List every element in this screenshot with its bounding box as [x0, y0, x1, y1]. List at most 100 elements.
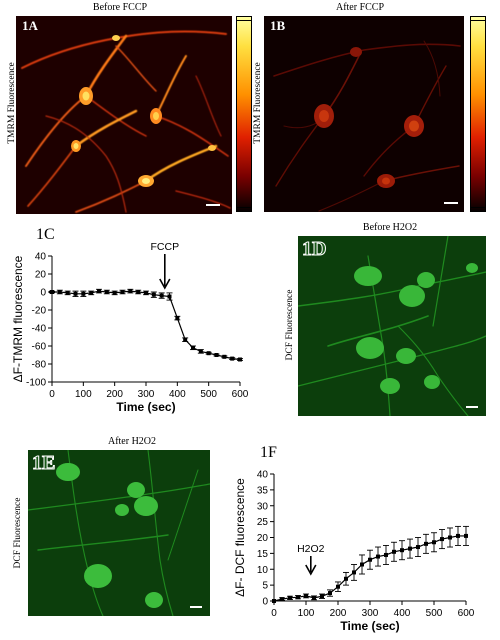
series-line: [52, 290, 241, 361]
annotation-arrow-head: [305, 564, 317, 576]
data-point: [336, 584, 340, 589]
data-point: [280, 597, 284, 602]
chart-1f-title: 1F: [260, 444, 277, 461]
data-point: [97, 289, 101, 294]
data-point: [344, 576, 348, 581]
data-point: [57, 290, 62, 294]
data-point: [456, 533, 460, 538]
panel-1d-scalebar: [466, 406, 478, 408]
data-point: [120, 290, 125, 294]
data-point: [464, 533, 468, 538]
data-point: [214, 353, 219, 357]
y-tick-label: 5: [262, 581, 268, 592]
x-tick-label: 400: [169, 389, 186, 400]
data-point: [128, 289, 133, 294]
panel-1a-colorbar: [236, 16, 252, 212]
data-point: [175, 316, 180, 321]
panel-1e-title: After H2O2: [107, 436, 157, 447]
panel-1b-colorbar: [470, 16, 486, 212]
data-point: [448, 535, 452, 540]
y-tick-label: -20: [32, 306, 47, 317]
data-point: [312, 595, 316, 600]
panel-1b-title: After FCCP: [335, 2, 385, 13]
panel-1a-scalebar: [206, 204, 220, 206]
data-point: [432, 540, 436, 545]
data-point: [206, 351, 211, 356]
panel-1b-micrograph: [264, 16, 464, 212]
x-tick-label: 600: [232, 389, 249, 400]
data-point: [296, 595, 300, 600]
panel-1e-micrograph: [28, 450, 210, 616]
data-point: [198, 349, 203, 354]
chart-1c-title: 1C: [36, 226, 55, 243]
y-tick-label: 35: [257, 485, 269, 496]
x-axis-label: Time (sec): [116, 400, 175, 414]
data-point: [136, 290, 141, 294]
data-point: [360, 562, 364, 567]
x-tick-label: 0: [271, 608, 277, 619]
data-point: [191, 345, 195, 350]
data-point: [400, 548, 404, 553]
panel-1d-title: Before H2O2: [362, 222, 418, 233]
data-point: [408, 546, 412, 551]
panel-1e-scalebar: [190, 606, 202, 608]
y-tick-label: 40: [257, 470, 269, 481]
y-tick-label: -60: [32, 342, 47, 353]
data-point: [222, 354, 227, 359]
y-axis-label: ΔF-TMRM fluorescence: [11, 255, 25, 382]
y-tick-label: 20: [35, 270, 47, 281]
x-tick-label: 400: [394, 608, 411, 619]
data-point: [328, 591, 332, 596]
data-point: [144, 290, 148, 295]
x-tick-label: 200: [330, 608, 347, 619]
data-point: [238, 357, 242, 362]
panel-1a-label: 1A: [22, 18, 38, 33]
data-point: [104, 290, 109, 294]
data-point: [352, 570, 356, 575]
data-point: [368, 557, 372, 562]
panel-1e-label: 1E: [31, 452, 56, 475]
annotation-label: FCCP: [151, 241, 180, 253]
data-point: [230, 356, 235, 361]
x-axis-label: Time (sec): [340, 619, 399, 633]
data-point: [73, 291, 78, 296]
data-point: [65, 290, 70, 295]
data-point: [81, 291, 86, 296]
y-tick-label: 20: [257, 533, 269, 544]
y-tick-label: 0: [262, 597, 268, 608]
panel-1b-ylabel: TMRM Fluorescence: [253, 62, 263, 144]
data-point: [112, 290, 117, 295]
x-tick-label: 500: [200, 389, 217, 400]
panel-1d-ylabel: DCF Fluorescence: [285, 289, 295, 361]
panel-1a-title: Before FCCP: [92, 2, 148, 13]
y-tick-label: 25: [257, 517, 269, 528]
data-point: [288, 595, 292, 600]
annotation-arrow-head: [159, 278, 171, 290]
x-tick-label: 600: [458, 608, 475, 619]
data-point: [416, 545, 420, 550]
data-point: [151, 292, 156, 297]
panel-1b-label: 1B: [270, 18, 286, 33]
y-axis-label: ΔF- DCF fluorescence: [233, 478, 247, 597]
data-point: [272, 599, 276, 603]
y-tick-label: -80: [32, 360, 47, 371]
x-tick-label: 0: [49, 389, 55, 400]
data-point: [159, 293, 164, 298]
panel-1e-ylabel: DCF Fluorescence: [13, 497, 23, 569]
y-tick-label: 15: [257, 549, 269, 560]
panel-1d-label: 1D: [301, 238, 327, 261]
y-tick-label: -40: [32, 324, 47, 335]
panel-1b-scalebar: [444, 202, 458, 204]
y-tick-label: 30: [257, 501, 269, 512]
data-point: [304, 593, 308, 598]
x-tick-label: 500: [426, 608, 443, 619]
annotation-label: H2O2: [297, 543, 325, 555]
x-tick-label: 300: [362, 608, 379, 619]
data-point: [392, 549, 396, 554]
data-point: [167, 294, 172, 299]
data-point: [89, 290, 94, 295]
data-point: [320, 594, 324, 599]
data-point: [384, 552, 388, 557]
